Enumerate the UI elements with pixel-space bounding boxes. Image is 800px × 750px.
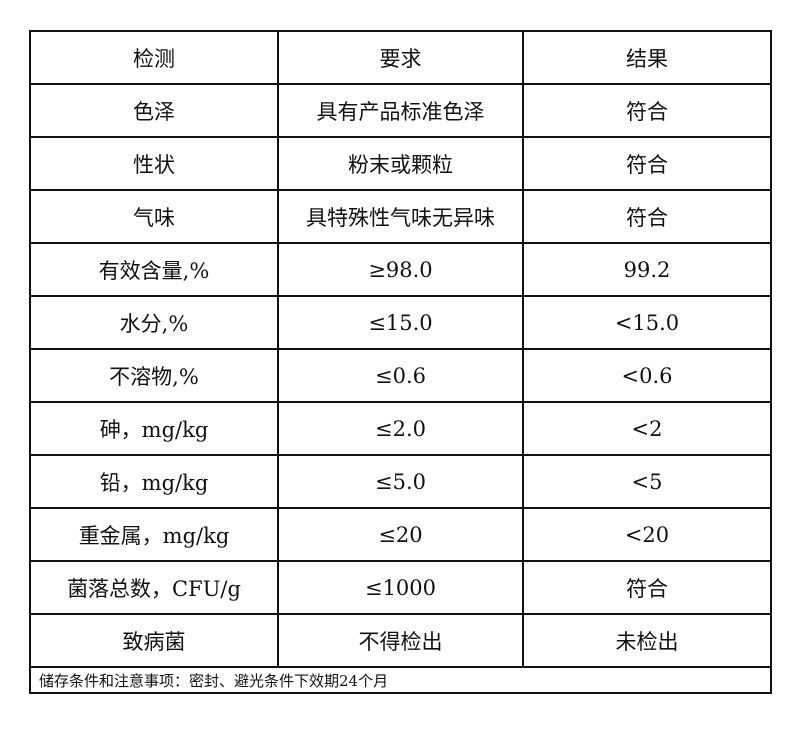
table-row: 不溶物,% ≤0.6 <0.6 [29,348,772,403]
requirement-cell: 具特殊性气味无异味 [277,189,524,244]
item-cell: 重金属，mg/kg [29,507,279,562]
item-cell: 气味 [29,189,279,244]
requirement-cell: ≤5.0 [277,454,524,509]
result-cell: <15.0 [522,295,772,350]
result-cell: 符合 [522,83,772,138]
requirement-cell: ≤2.0 [277,401,524,456]
table-row: 菌落总数，CFU/g ≤1000 符合 [29,560,772,615]
requirement-cell: ≤15.0 [277,295,524,350]
table-row: 砷，mg/kg ≤2.0 <2 [29,401,772,456]
header-cell: 要求 [277,30,524,85]
table-row: 致病菌 不得检出 未检出 [29,613,772,668]
result-cell: 符合 [522,189,772,244]
footer-row: 储存条件和注意事项：密封、避光条件下效期24个月 [29,666,772,694]
table-row: 重金属，mg/kg ≤20 <20 [29,507,772,562]
result-cell: 符合 [522,136,772,191]
header-row: 检测 要求 结果 [29,30,772,85]
storage-note: 储存条件和注意事项：密封、避光条件下效期24个月 [29,666,772,694]
result-cell: 未检出 [522,613,772,668]
item-cell: 砷，mg/kg [29,401,279,456]
requirement-cell: 粉末或颗粒 [277,136,524,191]
item-cell: 有效含量,% [29,242,279,297]
item-cell: 铅，mg/kg [29,454,279,509]
requirement-cell: 具有产品标准色泽 [277,83,524,138]
table-row: 水分,% ≤15.0 <15.0 [29,295,772,350]
requirement-cell: ≥98.0 [277,242,524,297]
item-cell: 菌落总数，CFU/g [29,560,279,615]
table-row: 气味 具特殊性气味无异味 符合 [29,189,772,244]
result-cell: <2 [522,401,772,456]
spec-table: 检测 要求 结果 色泽 具有产品标准色泽 符合 性状 粉末或颗粒 符合 气味 具特殊性气味无异… [29,30,772,694]
requirement-cell: ≤20 [277,507,524,562]
result-cell: <20 [522,507,772,562]
result-cell: <5 [522,454,772,509]
result-cell: 符合 [522,560,772,615]
table-row: 色泽 具有产品标准色泽 符合 [29,83,772,138]
item-cell: 致病菌 [29,613,279,668]
table-row: 有效含量,% ≥98.0 99.2 [29,242,772,297]
result-cell: <0.6 [522,348,772,403]
table-row: 性状 粉末或颗粒 符合 [29,136,772,191]
table-row: 铅，mg/kg ≤5.0 <5 [29,454,772,509]
header-cell: 结果 [522,30,772,85]
item-cell: 不溶物,% [29,348,279,403]
header-cell: 检测 [29,30,279,85]
item-cell: 色泽 [29,83,279,138]
requirement-cell: ≤1000 [277,560,524,615]
item-cell: 水分,% [29,295,279,350]
requirement-cell: ≤0.6 [277,348,524,403]
result-cell: 99.2 [522,242,772,297]
requirement-cell: 不得检出 [277,613,524,668]
item-cell: 性状 [29,136,279,191]
